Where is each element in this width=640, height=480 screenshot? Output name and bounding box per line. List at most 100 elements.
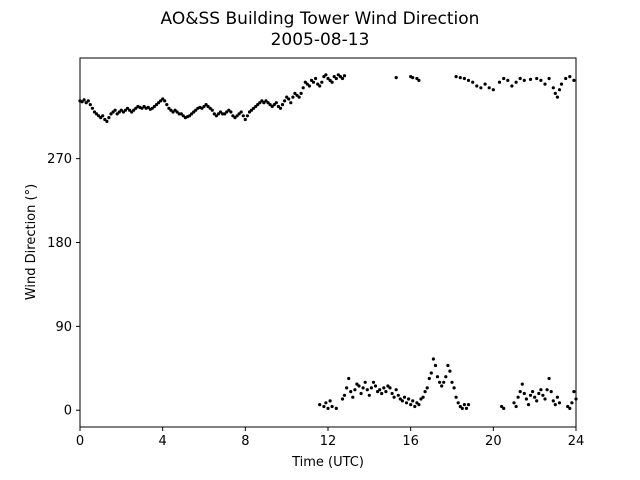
data-point xyxy=(446,363,450,368)
y-tick-label: 90 xyxy=(55,320,72,335)
chart-title: AO&SS Building Tower Wind Direction xyxy=(161,9,480,29)
x-tick-label: 16 xyxy=(402,434,419,449)
data-point xyxy=(512,401,516,405)
data-point xyxy=(553,403,557,407)
data-point xyxy=(297,95,301,99)
data-point xyxy=(559,82,564,86)
data-point xyxy=(179,112,183,116)
data-point xyxy=(349,390,353,394)
data-point xyxy=(429,371,433,375)
data-point xyxy=(316,82,320,86)
data-point xyxy=(241,114,245,118)
data-point xyxy=(272,103,276,107)
data-point xyxy=(497,80,502,84)
data-point xyxy=(235,114,239,118)
data-point xyxy=(303,80,307,84)
data-point xyxy=(311,80,316,84)
data-point xyxy=(299,91,303,95)
data-point xyxy=(291,95,295,99)
data-point xyxy=(229,110,233,114)
data-point xyxy=(367,393,371,397)
data-point xyxy=(568,75,572,79)
data-point xyxy=(557,401,562,405)
data-point xyxy=(200,106,204,110)
x-tick-label: 8 xyxy=(241,434,249,449)
data-point xyxy=(90,106,94,110)
data-point xyxy=(123,108,128,112)
data-point xyxy=(516,395,520,399)
data-point xyxy=(210,108,214,112)
data-point xyxy=(80,100,84,104)
data-point xyxy=(334,406,338,410)
data-point xyxy=(460,406,464,410)
data-point xyxy=(318,403,322,407)
data-point xyxy=(572,390,576,394)
data-point xyxy=(190,112,194,116)
data-point xyxy=(448,369,452,373)
data-point xyxy=(243,117,247,122)
data-point xyxy=(528,77,533,81)
data-point xyxy=(125,106,130,110)
data-point xyxy=(212,112,216,116)
data-point xyxy=(371,380,376,384)
data-point xyxy=(551,86,555,90)
data-point xyxy=(88,103,92,107)
data-point xyxy=(194,108,198,112)
data-point xyxy=(338,75,342,79)
x-tick-label: 12 xyxy=(320,434,337,449)
data-point xyxy=(342,74,347,78)
data-point xyxy=(301,86,305,90)
data-point xyxy=(278,106,283,110)
data-point xyxy=(433,363,438,368)
data-point xyxy=(514,80,518,84)
data-point xyxy=(163,99,167,103)
data-point xyxy=(326,76,330,81)
x-tick-label: 4 xyxy=(159,434,167,449)
data-point xyxy=(572,78,576,82)
data-point xyxy=(345,386,349,390)
data-point xyxy=(407,397,411,401)
data-point xyxy=(537,391,541,396)
data-point xyxy=(543,397,547,401)
data-point xyxy=(82,98,86,102)
data-point xyxy=(181,114,185,118)
data-point xyxy=(458,404,462,409)
data-point xyxy=(159,99,163,103)
data-point xyxy=(355,382,359,386)
data-point xyxy=(520,382,524,386)
data-point xyxy=(388,386,392,390)
data-point xyxy=(361,386,365,390)
data-point xyxy=(444,375,448,379)
data-point xyxy=(258,101,262,105)
data-point xyxy=(101,114,105,118)
data-point xyxy=(274,101,278,105)
data-point xyxy=(347,376,351,381)
x-tick-label: 0 xyxy=(76,434,84,449)
data-point xyxy=(252,106,256,110)
data-point xyxy=(454,395,458,399)
data-point xyxy=(462,403,466,407)
data-point xyxy=(427,376,431,381)
data-point xyxy=(121,110,125,114)
data-point xyxy=(270,104,274,109)
plot-frame xyxy=(79,57,577,428)
data-point xyxy=(324,73,328,77)
data-point xyxy=(435,375,440,379)
data-point xyxy=(225,110,229,114)
data-point xyxy=(262,101,266,105)
data-point xyxy=(340,76,345,81)
data-point xyxy=(107,116,111,120)
data-point xyxy=(324,401,328,405)
data-point xyxy=(276,104,280,109)
data-point xyxy=(506,78,510,82)
data-point xyxy=(570,401,574,405)
data-point xyxy=(140,106,144,110)
data-point xyxy=(386,384,390,388)
data-point xyxy=(404,401,409,405)
data-point xyxy=(549,390,553,394)
data-point xyxy=(417,403,421,407)
data-point xyxy=(543,82,547,86)
data-point xyxy=(103,117,107,122)
data-point xyxy=(161,97,165,101)
